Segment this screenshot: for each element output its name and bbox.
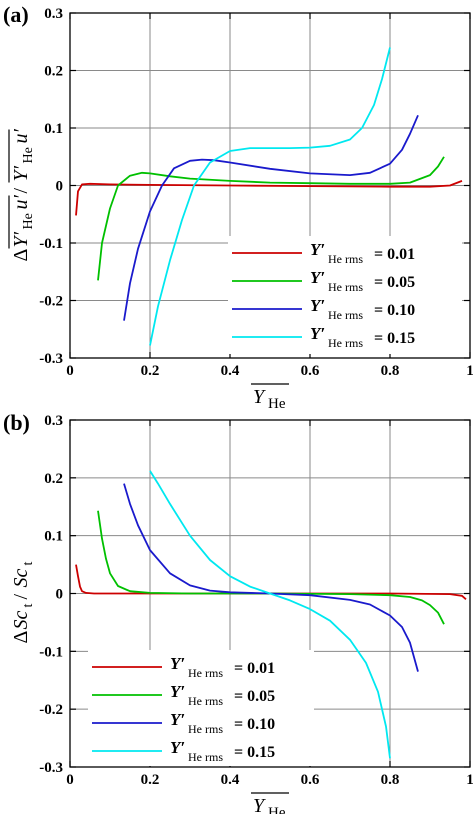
- x-tick-label: 0.2: [141, 363, 160, 379]
- x-tick-label: 0.8: [381, 363, 400, 379]
- x-tick-label: 0.4: [221, 363, 240, 379]
- x-tick-label: 1: [466, 772, 474, 788]
- legend-var: Y′: [310, 268, 325, 287]
- legend-entry: Y′ He rms = 0.15: [170, 738, 275, 764]
- legend-value: = 0.15: [234, 744, 275, 761]
- y-axis-label: ΔY′Heu′/Y′Heu′: [8, 129, 36, 262]
- svg-text:u′: u′: [10, 129, 32, 144]
- legend-var: Y′: [310, 324, 325, 343]
- x-tick-label: 0.4: [221, 772, 240, 788]
- legend-sub: He rms: [328, 336, 363, 350]
- y-tick-label: 0.2: [44, 64, 63, 80]
- legend-sub: He rms: [328, 308, 363, 322]
- legend-entry: Y′ He rms = 0.05: [170, 682, 275, 708]
- svg-text:u′: u′: [10, 195, 32, 210]
- series-line-3: [123, 114, 419, 321]
- svg-text:t: t: [21, 604, 36, 608]
- y-tick-label: -0.1: [39, 236, 63, 252]
- svg-text:/: /: [10, 594, 32, 600]
- series-line-4: [149, 470, 391, 759]
- legend-value: = 0.01: [374, 246, 415, 263]
- svg-text:He: He: [21, 147, 36, 163]
- series-line-1: [75, 564, 467, 600]
- x-axis-label: Y He: [251, 792, 289, 814]
- y-tick-label: 0: [56, 587, 64, 603]
- y-tick-label: 0.1: [44, 529, 63, 545]
- legend-var: Y′: [170, 710, 185, 729]
- legend-sub: He rms: [188, 666, 223, 680]
- legend-value: = 0.10: [374, 302, 415, 319]
- legend-value: = 0.10: [234, 716, 275, 733]
- panel-b: 0 0.2 0.4 0.6 0.8 1 -0.3 -0.2 -0.1 0 0.1 0.2 0.3 (b) Y…: [3, 410, 474, 814]
- x-tick-label: 0: [66, 363, 74, 379]
- legend-entry: Y′ He rms = 0.10: [310, 296, 415, 322]
- y-tick-label: -0.1: [39, 644, 63, 660]
- legend-value: = 0.05: [234, 688, 275, 705]
- y-tick-label: -0.2: [39, 702, 63, 718]
- series-line-4: [149, 47, 391, 346]
- y-tick-label: 0.1: [44, 121, 63, 137]
- x-tick-label: 0.6: [301, 363, 320, 379]
- y-tick-label: 0.2: [44, 471, 63, 487]
- legend-sub: He rms: [328, 280, 363, 294]
- legend-sub: He rms: [188, 694, 223, 708]
- x-tick-label: 1: [466, 363, 474, 379]
- legend-var: Y′: [170, 738, 185, 757]
- legend-value: = 0.05: [374, 274, 415, 291]
- svg-text:He: He: [268, 805, 286, 814]
- y-tick-label: 0.3: [44, 413, 63, 429]
- svg-text:Sc: Sc: [10, 611, 32, 630]
- y-tick-label: 0: [56, 179, 64, 195]
- legend-var: Y′: [310, 240, 325, 259]
- legend-var: Y′: [170, 654, 185, 673]
- legend-entry: Y′ He rms = 0.10: [170, 710, 275, 736]
- series-line-3: [123, 483, 419, 672]
- svg-text:Y: Y: [253, 386, 266, 408]
- series-line-2: [97, 510, 445, 625]
- svg-text:Δ: Δ: [10, 631, 32, 644]
- svg-text:Y: Y: [253, 795, 266, 814]
- legend-value: = 0.15: [374, 330, 415, 347]
- legend-sub: He rms: [188, 750, 223, 764]
- panel-a: 0 0.2 0.4 0.6 0.8 1 -0.3 -0.2 -0.1 0 0.1 0.2 0.3 (a) Y…: [3, 2, 474, 412]
- svg-text:t: t: [21, 562, 36, 566]
- svg-text:Δ: Δ: [10, 249, 32, 262]
- legend: Y′ He rms = 0.01Y′ He rms = 0.05Y′ He rms = 0.…: [88, 650, 314, 766]
- series-line-1: [75, 180, 463, 216]
- y-tick-label: -0.3: [39, 760, 63, 776]
- series-line-2: [97, 156, 445, 281]
- legend-entry: Y′ He rms = 0.15: [310, 324, 415, 350]
- x-tick-label: 0: [66, 772, 74, 788]
- legend-entry: Y′ He rms = 0.01: [170, 654, 275, 680]
- legend-var: Y′: [310, 296, 325, 315]
- legend-sub: He rms: [328, 252, 363, 266]
- svg-text:He: He: [21, 213, 36, 229]
- legend-value: = 0.01: [234, 660, 275, 677]
- svg-text:Y′: Y′: [10, 165, 32, 181]
- y-tick-label: 0.3: [44, 6, 63, 22]
- x-tick-label: 0.6: [301, 772, 320, 788]
- svg-text:Sc: Sc: [10, 569, 32, 588]
- x-axis-label: Y He: [251, 383, 289, 412]
- legend: Y′ He rms = 0.01Y′ He rms = 0.05Y′ He rms = 0.…: [228, 236, 462, 354]
- svg-text:He: He: [268, 396, 286, 412]
- legend-entry: Y′ He rms = 0.01: [310, 240, 415, 266]
- y-tick-label: -0.3: [39, 351, 63, 367]
- panel-label: (a): [3, 2, 29, 27]
- legend-sub: He rms: [188, 722, 223, 736]
- svg-text:/: /: [10, 188, 32, 194]
- svg-text:Y′: Y′: [10, 231, 32, 247]
- x-tick-label: 0.8: [381, 772, 400, 788]
- panel-label: (b): [3, 410, 30, 435]
- legend-entry: Y′ He rms = 0.05: [310, 268, 415, 294]
- y-tick-label: -0.2: [39, 294, 63, 310]
- x-tick-label: 0.2: [141, 772, 160, 788]
- legend-var: Y′: [170, 682, 185, 701]
